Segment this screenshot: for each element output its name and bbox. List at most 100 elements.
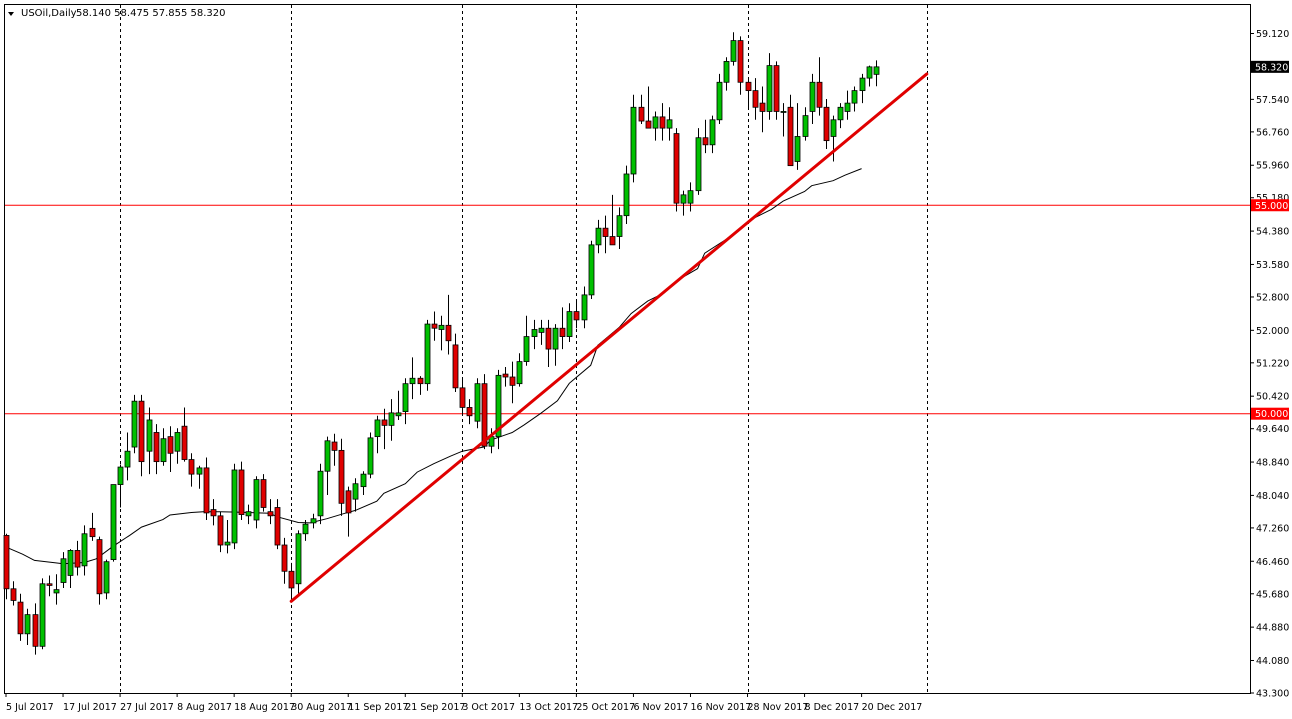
candle-bullish (837, 106, 844, 121)
level-price-tag-bg (1251, 407, 1289, 420)
candle-bearish (638, 106, 645, 122)
candle-bearish (787, 106, 794, 167)
candle-bearish (153, 432, 160, 463)
candle-bullish (830, 119, 837, 137)
candle-bearish (545, 327, 552, 350)
candle-bullish (538, 327, 545, 333)
moving-average-layer (5, 168, 862, 565)
time-tick-label: 21 Sep 2017 (405, 702, 465, 713)
candle-bullish (231, 469, 238, 544)
candle-bearish (331, 441, 338, 451)
candle-bullish (245, 511, 252, 517)
price-tick-label: 48.840 (1256, 458, 1289, 469)
candle-bullish (295, 533, 302, 585)
candle-bearish (645, 120, 652, 129)
candle-bearish (381, 419, 388, 426)
candle-bullish (310, 518, 317, 524)
candle-bearish (737, 40, 744, 83)
candle-bearish (89, 527, 96, 538)
candle-bearish (509, 376, 516, 386)
candle-bearish (138, 400, 145, 463)
time-tick-label: 8 Aug 2017 (177, 702, 232, 713)
candle-bullish (395, 412, 402, 417)
candle-bearish (96, 539, 103, 595)
candle-bullish (60, 558, 67, 583)
candles-layer (3, 32, 880, 655)
candle-bullish (695, 137, 702, 192)
candle-bullish (766, 65, 773, 112)
candle-bullish (424, 323, 431, 385)
candle-bullish (409, 377, 416, 385)
price-tick-label: 43.300 (1256, 689, 1289, 700)
candle-bearish (702, 137, 709, 146)
time-tick-label: 20 Dec 2017 (862, 702, 923, 713)
chart-header: USOil,Daily 58.140 58.475 57.855 58.320 (8, 8, 226, 19)
price-tick-label: 50.420 (1256, 392, 1289, 403)
candle-bullish (566, 311, 573, 337)
candle-bearish (188, 459, 195, 475)
candle-bullish (630, 106, 637, 175)
candle-bullish (709, 119, 716, 146)
candle-bullish (794, 136, 801, 162)
candle-bearish (573, 311, 580, 321)
candle-bullish (39, 583, 46, 647)
price-tick-label: 52.000 (1256, 326, 1289, 337)
candle-bullish (581, 294, 588, 321)
candle-bullish (623, 173, 630, 217)
time-tick-label: 8 Dec 2017 (805, 702, 860, 713)
collapse-arrow-icon[interactable] (8, 12, 14, 16)
price-tick-label: 52.800 (1256, 292, 1289, 303)
candle-bullish (174, 432, 181, 452)
candle-bullish (24, 614, 31, 635)
time-tick-label: 3 Oct 2017 (462, 702, 515, 713)
candle-bearish (210, 509, 217, 517)
candle-bearish (745, 81, 752, 92)
period-separators (120, 5, 928, 693)
candle-bullish (616, 215, 623, 237)
symbol-title: USOil,Daily (21, 8, 77, 19)
candle-bullish (474, 383, 481, 422)
candle-bearish (10, 588, 17, 601)
candle-bullish (103, 561, 110, 594)
candle-bearish (502, 373, 509, 378)
candle-bullish (552, 327, 559, 350)
candle-bearish (281, 544, 288, 572)
moving-average-line (5, 168, 862, 565)
candle-bullish (324, 440, 331, 472)
candle-bullish (516, 361, 523, 385)
candle-bullish (360, 473, 367, 488)
time-tick-label: 28 Nov 2017 (748, 702, 809, 713)
candle-bullish (802, 115, 809, 137)
candle-bearish (17, 601, 24, 635)
candle-bullish (595, 227, 602, 246)
level-price-tag-bg (1251, 199, 1289, 212)
candle-bearish (773, 65, 780, 112)
candle-bullish (859, 77, 866, 92)
candle-bearish (459, 387, 466, 408)
candle-bullish (352, 483, 359, 500)
price-tick-label: 55.960 (1256, 161, 1289, 172)
candle-bearish (32, 614, 39, 647)
candle-bullish (844, 102, 851, 112)
candle-bullish (730, 40, 737, 62)
candle-bearish (481, 383, 488, 447)
price-tick-label: 44.880 (1256, 623, 1289, 634)
candle-bullish (866, 66, 873, 79)
ohlc-readout: 58.140 58.475 57.855 58.320 (76, 8, 226, 19)
candle-bullish (317, 470, 324, 517)
uptrend-line (289, 72, 929, 603)
candle-bullish (523, 336, 530, 362)
price-tick-label: 57.540 (1256, 95, 1289, 106)
current-price-tag-bg (1251, 60, 1289, 73)
price-tick-label: 59.120 (1256, 29, 1289, 40)
candle-bearish (3, 535, 10, 590)
candle-bullish (160, 438, 167, 463)
price-tick-label: 47.260 (1256, 523, 1289, 534)
candle-bullish (388, 412, 395, 426)
candle-bearish (274, 507, 281, 546)
candle-bearish (559, 327, 566, 337)
trendline-layer[interactable] (289, 72, 929, 603)
price-tick-label: 56.760 (1256, 127, 1289, 138)
